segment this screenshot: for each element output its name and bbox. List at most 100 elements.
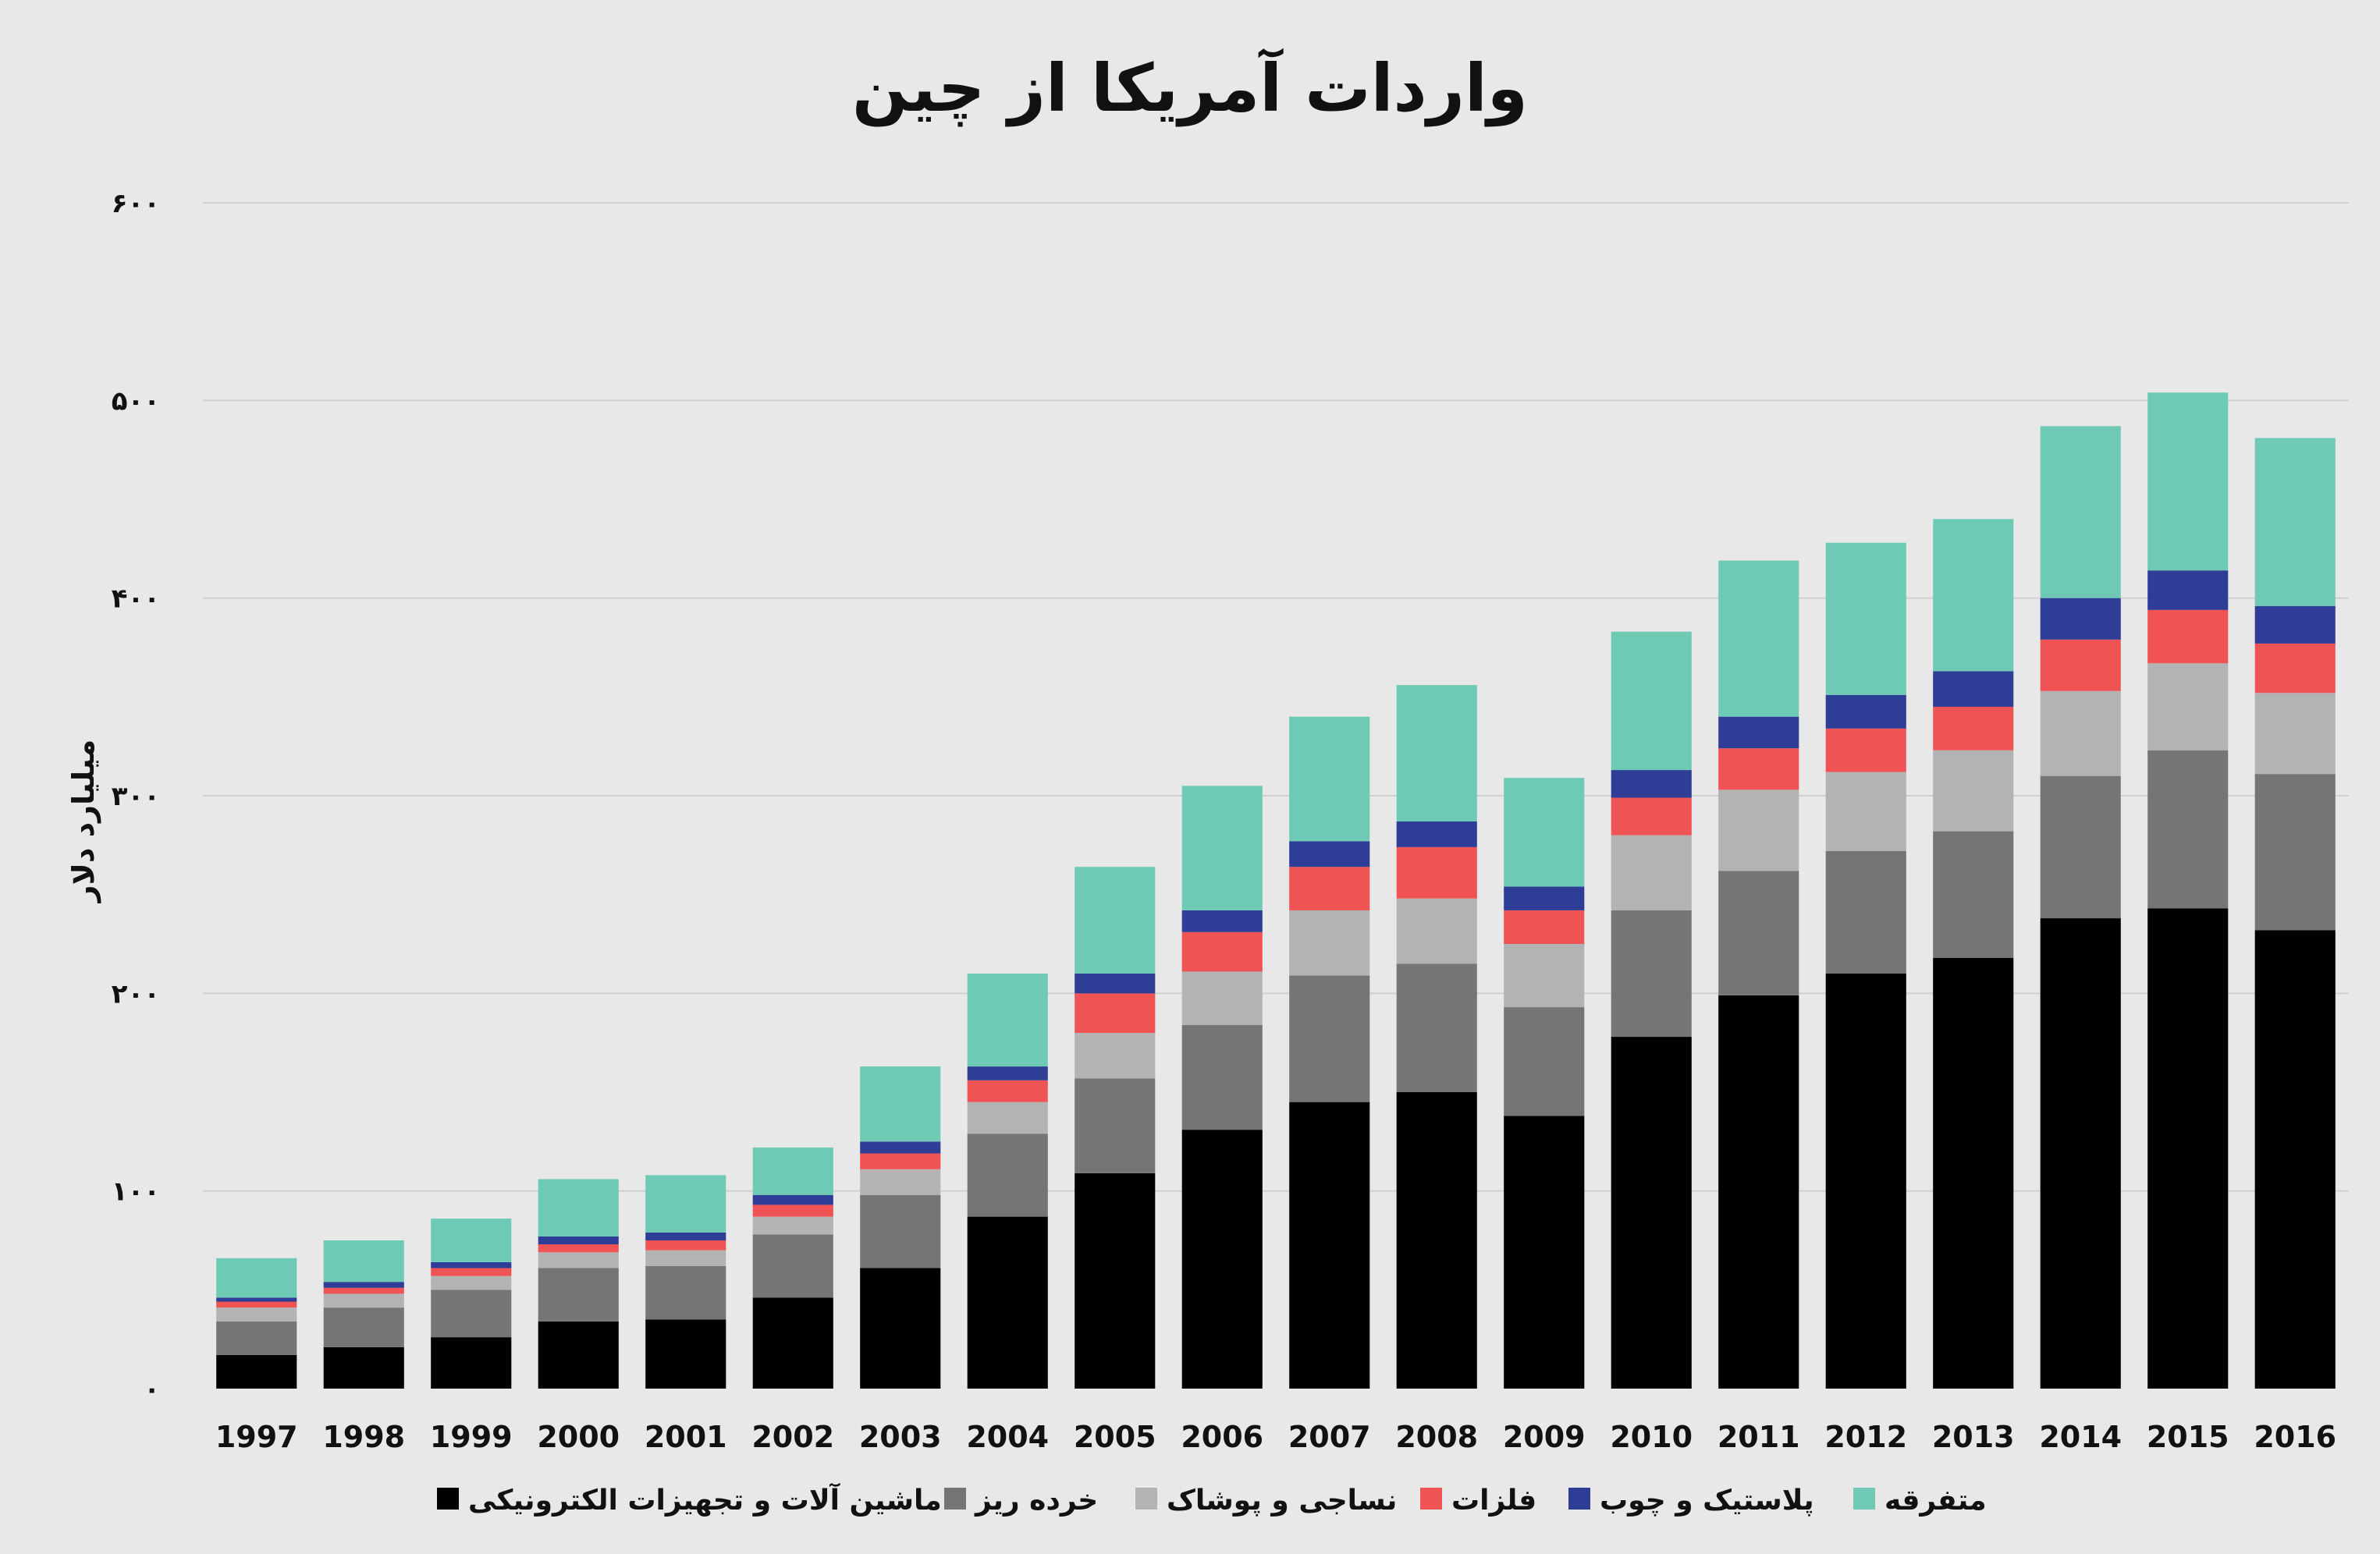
bar-segment-2014-series-0 (2040, 918, 2121, 1389)
bar-segment-2007-series-4 (1289, 841, 1370, 867)
bar-segment-2002-series-4 (752, 1194, 833, 1205)
bar-segment-2002-series-2 (752, 1216, 833, 1235)
bar-segment-2002-series-5 (752, 1147, 833, 1195)
x-tick-label: 2011 (1718, 1420, 1800, 1454)
bar-segment-2006-series-2 (1181, 971, 1263, 1025)
bar-segment-2013-series-3 (1933, 707, 2014, 750)
bar-segment-2008-series-5 (1396, 685, 1477, 821)
legend-label-1: خرده ریز (974, 1485, 1098, 1517)
bar-segment-2012-series-3 (1825, 728, 1906, 772)
bar-segment-2006-series-5 (1181, 786, 1263, 910)
x-tick-label: 2013 (1932, 1420, 2015, 1454)
bar-segment-1999-series-2 (431, 1275, 512, 1290)
bar-segment-2010-series-4 (1611, 770, 1692, 798)
legend: ماشین آلات و تجهیزات الکترونیکی خرده ریز ن… (437, 1482, 1987, 1517)
x-tick-label: 2000 (537, 1420, 620, 1454)
bar-segment-1998-series-4 (323, 1282, 404, 1288)
bar-segment-2013-series-2 (1933, 750, 2014, 832)
y-tick-label: ۴۰۰ (112, 584, 160, 615)
x-tick-label: 2007 (1288, 1420, 1371, 1454)
bar-segment-2015-series-3 (2147, 609, 2229, 664)
bars (216, 392, 2336, 1389)
bar-segment-1998-series-2 (323, 1293, 404, 1308)
bar-segment-2000-series-1 (538, 1268, 619, 1322)
bar-segment-2011-series-0 (1718, 995, 1799, 1389)
bar-segment-2001-series-1 (645, 1265, 726, 1320)
bar-segment-1999-series-4 (431, 1261, 512, 1268)
bar-segment-2003-series-0 (860, 1268, 941, 1389)
bar-segment-2007-series-1 (1289, 975, 1370, 1102)
bar-segment-2013-series-1 (1933, 831, 2014, 958)
bar-segment-2015-series-0 (2147, 908, 2229, 1389)
bar-segment-2010-series-2 (1611, 835, 1692, 910)
bar-segment-2005-series-4 (1075, 974, 1156, 994)
bar-segment-2005-series-0 (1075, 1173, 1156, 1389)
bar-segment-1997-series-1 (216, 1321, 297, 1355)
bar-segment-2010-series-1 (1611, 910, 1692, 1038)
bar-segment-2015-series-5 (2147, 392, 2229, 571)
bar-segment-2014-series-1 (2040, 775, 2121, 919)
bar-segment-2014-series-4 (2040, 598, 2121, 640)
bar-segment-2013-series-0 (1933, 957, 2014, 1389)
bar-segment-2010-series-3 (1611, 797, 1692, 836)
bar-segment-2011-series-4 (1718, 716, 1799, 749)
bar-segment-2001-series-3 (645, 1240, 726, 1251)
legend-label-4: پلاستیک و چوب (1600, 1485, 1814, 1517)
bar-segment-2016-series-0 (2254, 930, 2336, 1389)
x-tick-label: 2004 (966, 1420, 1049, 1454)
bar-segment-2003-series-4 (860, 1141, 941, 1154)
bar-segment-2006-series-0 (1181, 1130, 1263, 1389)
bar-segment-2007-series-2 (1289, 910, 1370, 976)
bar-segment-2014-series-5 (2040, 426, 2121, 598)
bar-segment-2011-series-2 (1718, 789, 1799, 871)
legend-swatch-3 (1420, 1488, 1442, 1510)
bar-segment-2014-series-2 (2040, 690, 2121, 776)
bar-segment-2007-series-5 (1289, 716, 1370, 842)
bar-segment-2000-series-2 (538, 1252, 619, 1268)
bar-segment-2004-series-5 (967, 974, 1048, 1067)
legend-label-2: نساجی و پوشاک (1167, 1485, 1397, 1517)
x-tick-label: 2008 (1395, 1420, 1478, 1454)
x-tick-label: 2003 (859, 1420, 942, 1454)
y-tick-label: ۱۰۰ (112, 1176, 160, 1208)
bar-segment-2006-series-1 (1181, 1024, 1263, 1130)
bar-segment-2001-series-0 (645, 1319, 726, 1389)
bar-segment-2015-series-1 (2147, 750, 2229, 909)
bar-segment-2009-series-1 (1504, 1007, 1585, 1116)
bar-segment-2016-series-4 (2254, 605, 2336, 644)
bar-segment-2003-series-3 (860, 1153, 941, 1169)
bar-segment-2008-series-1 (1396, 963, 1477, 1092)
x-axis-ticks: 1997 1998 1999 2000 2001 2002 2003 2004 2005 2006… (215, 1420, 2336, 1454)
bar-segment-2004-series-3 (967, 1080, 1048, 1102)
bar-segment-2016-series-5 (2254, 438, 2336, 606)
bar-segment-1998-series-0 (323, 1346, 404, 1389)
x-tick-label: 2014 (2039, 1420, 2122, 1454)
bar-segment-2000-series-0 (538, 1321, 619, 1389)
legend-label-0: ماشین آلات و تجهیزات الکترونیکی (468, 1482, 942, 1517)
bar-segment-2009-series-3 (1504, 910, 1585, 944)
bar-segment-2010-series-5 (1611, 631, 1692, 771)
x-tick-label: 2010 (1610, 1420, 1693, 1454)
y-axis-ticks: ۰ ۱۰۰ ۲۰۰ ۳۰۰ ۴۰۰ ۵۰۰ ۶۰۰ (112, 188, 160, 1405)
bar-segment-2014-series-3 (2040, 639, 2121, 691)
x-tick-label: 2016 (2254, 1420, 2336, 1454)
bar-segment-2005-series-2 (1075, 1033, 1156, 1079)
chart-title: واردات آمریکا از چین (852, 48, 1528, 127)
x-tick-label: 2006 (1181, 1420, 1263, 1454)
bar-segment-2009-series-0 (1504, 1116, 1585, 1389)
bar-segment-2010-series-0 (1611, 1037, 1692, 1389)
bar-segment-2000-series-3 (538, 1244, 619, 1253)
y-tick-label: ۲۰۰ (112, 978, 160, 1009)
x-tick-label: 2001 (645, 1420, 727, 1454)
bar-segment-2012-series-4 (1825, 694, 1906, 729)
bar-segment-2008-series-3 (1396, 846, 1477, 899)
x-tick-label: 2012 (1824, 1420, 1907, 1454)
bar-segment-2004-series-2 (967, 1102, 1048, 1134)
bar-segment-1998-series-3 (323, 1287, 404, 1294)
bar-segment-2005-series-3 (1075, 993, 1156, 1033)
bar-segment-2000-series-4 (538, 1236, 619, 1245)
bar-segment-2000-series-5 (538, 1179, 619, 1236)
x-tick-label: 2005 (1074, 1420, 1156, 1454)
bar-segment-1999-series-3 (431, 1268, 512, 1276)
